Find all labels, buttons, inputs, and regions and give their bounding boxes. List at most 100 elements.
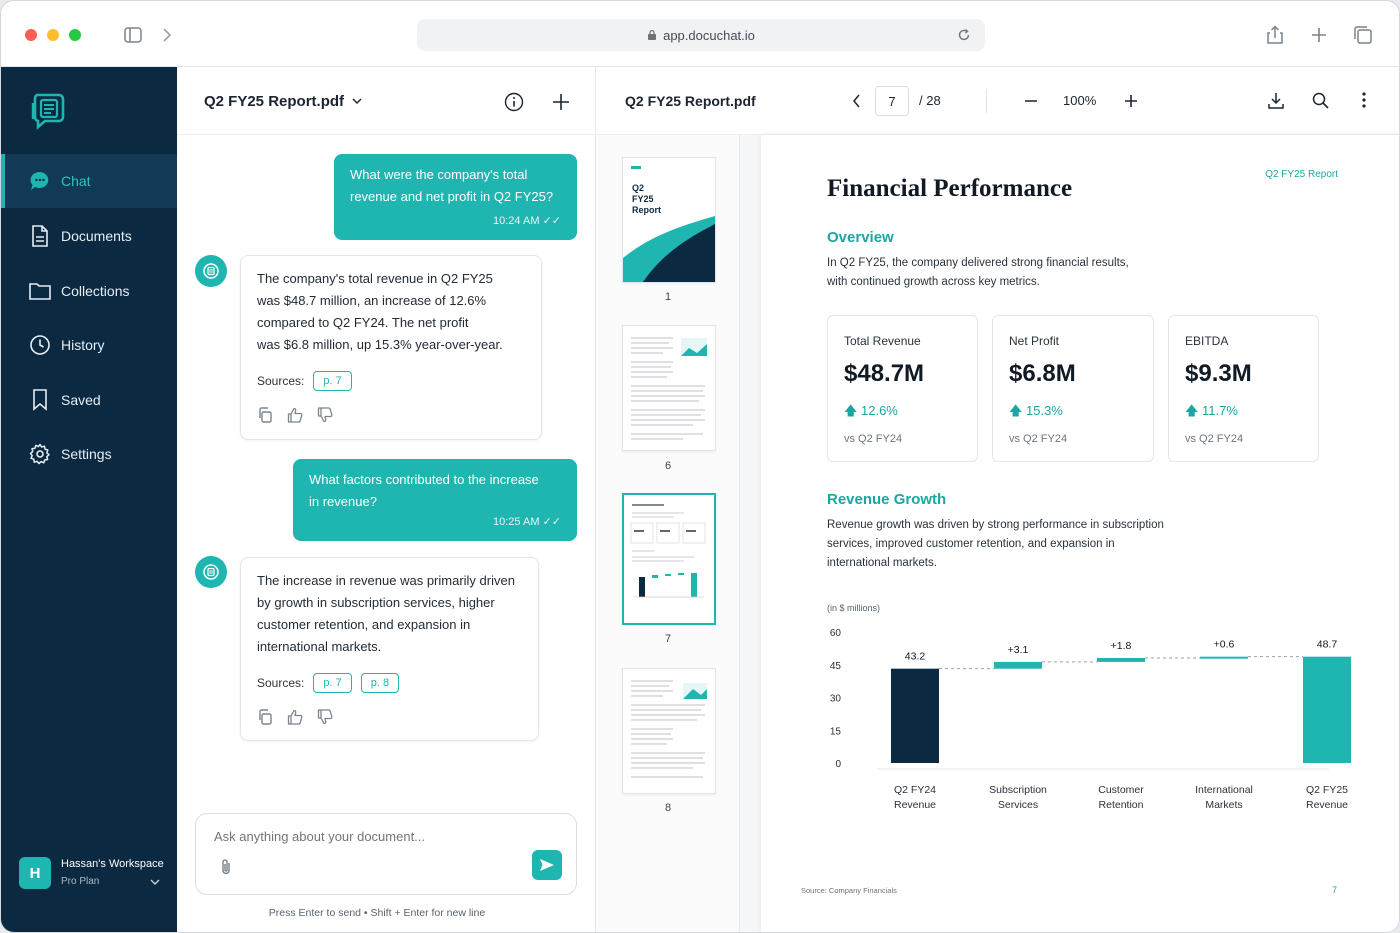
- overview-heading: Overview: [827, 229, 894, 246]
- source-chip[interactable]: p. 7: [313, 371, 352, 391]
- zoom-out-icon[interactable]: [1025, 100, 1037, 102]
- workspace-name: Hassan's Workspace: [61, 858, 164, 870]
- chart-bar: [1200, 656, 1248, 659]
- lock-icon: [648, 29, 657, 40]
- sidebar-item-chat[interactable]: Chat: [1, 154, 177, 208]
- source-chip[interactable]: p. 7: [313, 673, 352, 693]
- close-window-button[interactable]: [25, 29, 37, 41]
- chevron-down-icon[interactable]: [150, 879, 160, 886]
- thumbs-down-icon[interactable]: [317, 708, 335, 726]
- input-hint: Press Enter to send • Shift + Enter for …: [268, 907, 486, 919]
- page-number-input[interactable]: [875, 86, 909, 116]
- double-check-icon: ✓✓: [542, 215, 561, 227]
- x-tick-label: Q2 FY24: [894, 784, 936, 796]
- previous-page-icon[interactable]: [852, 94, 861, 108]
- thumbnail-page-8[interactable]: [622, 668, 716, 794]
- user-message: What factors contributed to the increase…: [293, 459, 577, 541]
- thumbnail-number: 6: [664, 460, 672, 472]
- more-options-icon[interactable]: [1362, 92, 1366, 108]
- arrow-up-icon: 🡅: [844, 403, 858, 418]
- y-tick-label: 0: [835, 759, 841, 770]
- revenue-growth-text: Revenue growth was driven by strong perf…: [827, 519, 1164, 569]
- new-tab-icon[interactable]: [1307, 23, 1331, 47]
- zoom-in-icon[interactable]: [1125, 95, 1137, 107]
- sidebar-item-history[interactable]: History: [1, 318, 177, 372]
- thumbs-up-icon[interactable]: [287, 406, 305, 424]
- copy-icon[interactable]: [257, 406, 275, 424]
- thumbs-up-icon[interactable]: [287, 708, 305, 726]
- download-icon[interactable]: [1268, 92, 1284, 109]
- copy-icon[interactable]: [257, 708, 275, 726]
- toolbar-divider: [986, 89, 987, 113]
- sidebar-toggle-icon[interactable]: [121, 23, 145, 47]
- maximize-window-button[interactable]: [69, 29, 81, 41]
- tabs-overview-icon[interactable]: [1351, 23, 1375, 47]
- document-icon: [29, 225, 51, 247]
- kpi-compare: vs Q2 FY24: [844, 433, 903, 445]
- chat-input[interactable]: [214, 826, 554, 846]
- message-actions: [257, 406, 525, 424]
- thumbnail-number: 7: [664, 633, 672, 645]
- chat-bubble-icon: [29, 170, 51, 192]
- workspace-plan: Pro Plan: [61, 876, 100, 887]
- kpi-compare: vs Q2 FY24: [1185, 433, 1244, 445]
- chevron-down-icon: [352, 98, 362, 105]
- x-tick-label: Revenue: [1306, 799, 1348, 811]
- thumbnail-page-1[interactable]: Q2 FY25 Report: [622, 157, 716, 283]
- message-actions: [257, 708, 522, 726]
- data-label: 43.2: [905, 651, 926, 663]
- sidebar-item-label: Documents: [61, 228, 132, 244]
- new-chat-icon[interactable]: [552, 93, 570, 111]
- sidebar-item-settings[interactable]: Settings: [1, 427, 177, 481]
- document-title: Q2 FY25 Report.pdf: [204, 93, 345, 110]
- source-chip[interactable]: p. 8: [360, 673, 400, 693]
- page-count: / 28: [919, 93, 941, 108]
- kpi-card-net-profit: Net Profit $6.8M 🡅 15.3% vs Q2 FY24: [992, 315, 1154, 462]
- sidebar-item-collections[interactable]: Collections: [1, 264, 177, 318]
- reload-icon[interactable]: [957, 28, 971, 42]
- message-line: The company's total revenue in Q2 FY25: [257, 271, 493, 286]
- x-tick-label: International: [1195, 784, 1253, 796]
- data-label: +1.8: [1111, 640, 1132, 652]
- forward-arrow-icon[interactable]: [155, 23, 179, 47]
- send-button[interactable]: [532, 850, 562, 880]
- page-footer-number: 7: [1331, 885, 1337, 895]
- thumbnail-page-7[interactable]: [622, 493, 716, 625]
- sidebar-item-saved[interactable]: Saved: [1, 373, 177, 427]
- assistant-avatar-icon: [195, 556, 227, 588]
- zoom-level[interactable]: 100%: [1063, 93, 1097, 108]
- page-heading: Financial Performance: [827, 175, 1073, 202]
- info-icon[interactable]: [504, 92, 524, 112]
- sidebar: Chat Documents Collections History Saved…: [1, 67, 177, 932]
- x-tick-label: Retention: [1099, 799, 1144, 811]
- sidebar-item-label: Settings: [61, 446, 112, 462]
- app-logo-icon[interactable]: [29, 89, 71, 131]
- url-text: app.docuchat.io: [663, 27, 755, 43]
- message-line: international markets.: [257, 639, 382, 654]
- attach-icon[interactable]: [220, 858, 232, 876]
- user-message: What were the company's total revenue an…: [334, 154, 577, 240]
- report-tag: Q2 FY25 Report: [1265, 169, 1338, 180]
- thumbnail-page-6[interactable]: [622, 325, 716, 451]
- kpi-card-ebitda: EBITDA $9.3M 🡅 11.7% vs Q2 FY24: [1168, 315, 1319, 462]
- message-line: What were the company's total: [350, 167, 528, 182]
- search-icon[interactable]: [1312, 92, 1329, 109]
- sidebar-item-documents[interactable]: Documents: [1, 209, 177, 263]
- address-bar[interactable]: app.docuchat.io: [417, 19, 985, 51]
- gear-icon: [29, 443, 51, 465]
- kpi-label: EBITDA: [1185, 334, 1229, 348]
- y-tick-label: 30: [830, 694, 842, 705]
- chart-bar: [994, 661, 1042, 669]
- message-line: customer retention, and expansion in: [257, 617, 471, 632]
- x-tick-label: Services: [998, 799, 1038, 811]
- send-icon: [540, 859, 554, 871]
- page-preview: [631, 680, 707, 778]
- share-icon[interactable]: [1263, 23, 1287, 47]
- message-timestamp: 10:24 AM ✓✓: [493, 215, 561, 227]
- assistant-message: The increase in revenue was primarily dr…: [240, 557, 539, 741]
- viewer-title: Q2 FY25 Report.pdf: [625, 93, 756, 109]
- document-selector[interactable]: Q2 FY25 Report.pdf: [204, 93, 362, 110]
- minimize-window-button[interactable]: [47, 29, 59, 41]
- thumbs-down-icon[interactable]: [317, 406, 335, 424]
- workspace-switcher[interactable]: H Hassan's Workspace Pro Plan: [19, 855, 169, 895]
